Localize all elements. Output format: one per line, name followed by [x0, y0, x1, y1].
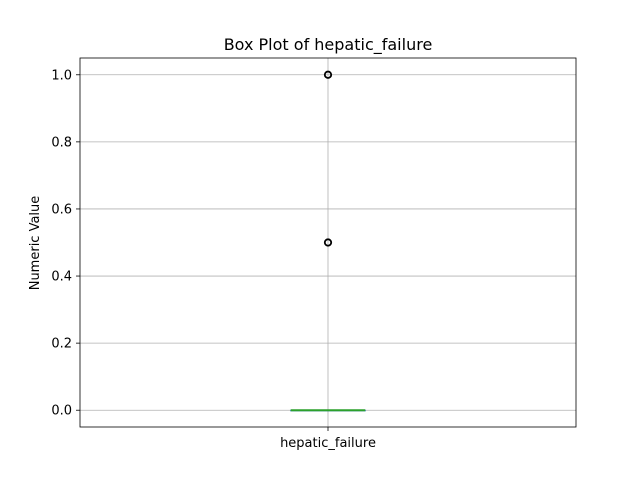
outlier-point	[323, 238, 333, 247]
y-axis-label: Numeric Value	[28, 196, 43, 291]
chart-title: Box Plot of hepatic_failure	[224, 35, 433, 55]
y-tick-label: 0.6	[51, 202, 72, 217]
y-tick-label: 0.8	[51, 135, 72, 150]
marks-layer	[290, 70, 366, 412]
y-tick-label: 0.4	[51, 270, 72, 285]
x-tick-label: hepatic_failure	[280, 436, 376, 451]
y-tick-label: 0.2	[51, 337, 72, 352]
y-tick-label: 0.0	[51, 404, 72, 419]
y-tick-label: 1.0	[51, 68, 72, 83]
outlier-point	[323, 70, 333, 79]
ticks-layer: 0.0 0.2 0.4 0.6 0.8 1.0 hepatic_failure	[51, 68, 376, 451]
grid-layer	[80, 58, 576, 427]
